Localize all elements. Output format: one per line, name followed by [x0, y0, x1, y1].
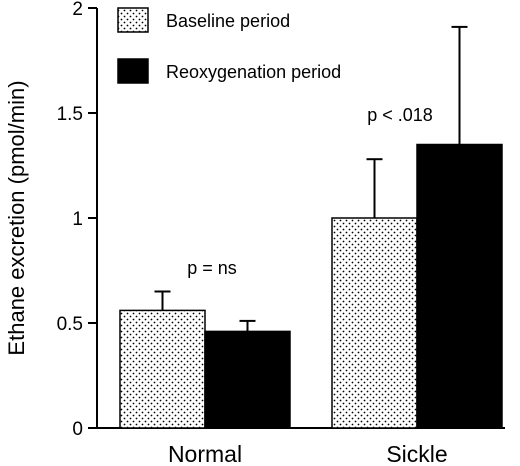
y-tick-label: 1 [72, 209, 83, 230]
p-value-annotation: p < .018 [367, 105, 433, 125]
annotations: p = ns p < .018 [187, 105, 433, 278]
legend: Baseline period Reoxygenation period [117, 7, 341, 84]
p-value-annotation: p = ns [187, 258, 237, 278]
legend-swatch-reoxygenation [117, 58, 149, 84]
y-ticks: 0 0.5 1 1.5 2 [57, 0, 97, 440]
legend-label-baseline: Baseline period [166, 11, 290, 31]
legend-swatch-baseline [117, 7, 149, 33]
y-axis-title: Ethane excretion (pmol/min) [4, 80, 29, 355]
bar-reoxygenation-sickle [416, 143, 503, 429]
category-label-sickle: Sickle [386, 441, 447, 466]
bar-reoxygenation-normal [204, 330, 291, 429]
y-tick-label: 2 [72, 0, 83, 20]
y-tick-label: 0 [72, 419, 83, 440]
category-label-normal: Normal [168, 441, 242, 466]
bar-baseline-normal [119, 309, 206, 429]
bar-baseline-sickle [331, 217, 418, 429]
y-tick-label: 1.5 [57, 104, 83, 125]
bars [119, 25, 503, 429]
y-tick-label: 0.5 [57, 314, 83, 335]
category-labels: Normal Sickle [168, 441, 448, 466]
legend-label-reoxygenation: Reoxygenation period [166, 62, 341, 82]
